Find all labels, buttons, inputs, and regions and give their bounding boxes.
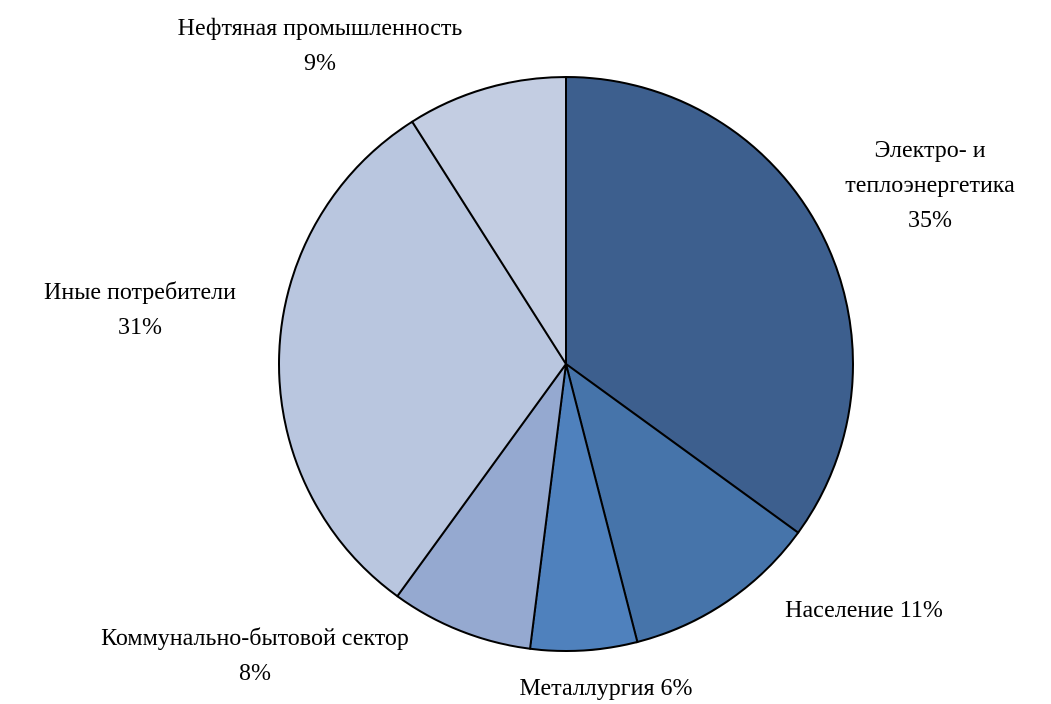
category-name: Население [785,597,894,623]
pie-slice [410,75,567,368]
pie-slice [278,120,568,598]
value-label: 11% [899,597,943,623]
slice-label: Нефтяная промышленность 9% [110,11,530,81]
category-name: Коммунально-бытовой сектор [101,625,409,651]
value-label: 6% [660,675,693,701]
slice-label: Население 11% [714,593,1014,628]
value-label: 31% [118,314,162,340]
category-name: Нефтяная промышленность [177,15,463,41]
slice-label: Электро- и теплоэнергетика 35% [830,133,1030,238]
slice-label: Металлургия 6% [456,671,756,704]
category-name: Иные потребители [44,279,236,305]
value-label: 35% [908,207,952,233]
value-label: 8% [239,660,271,686]
pie-slice [395,363,567,650]
slice-label: Коммунально-бытовой сектор 8% [25,621,485,691]
category-name: Электро- и теплоэнергетика [845,137,1015,198]
category-name: Металлургия [519,675,655,701]
pie-slice [564,361,800,644]
pie-slice [565,75,854,535]
slice-label: Иные потребители 31% [0,275,290,345]
value-label: 9% [304,50,336,76]
